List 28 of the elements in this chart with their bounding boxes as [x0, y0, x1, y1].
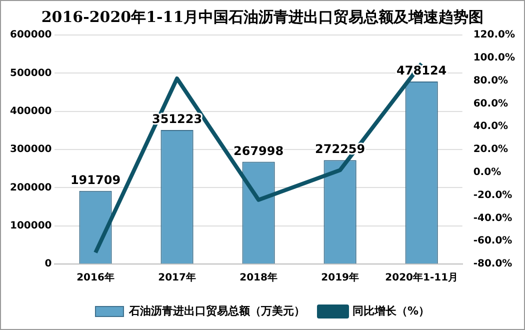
x-tick-label: 2017年 [158, 272, 196, 284]
y2-tick-label: 80.0% [473, 75, 508, 86]
y2-tick-label: 120.0% [473, 30, 516, 41]
data-label: 267998 [233, 144, 284, 158]
y2-tick-label: -60.0% [473, 236, 512, 247]
y2-tick-label: -40.0% [473, 212, 512, 224]
y2-tick-label: 60.0% [473, 98, 508, 110]
y2-tick-label: 100.0% [473, 52, 516, 64]
y2-tick-label: 20.0% [473, 144, 508, 156]
y-tick-label: 400000 [10, 106, 52, 117]
legend-label: 石油沥青进出口贸易总额（万美元） [128, 304, 305, 318]
y2-tick-label: 40.0% [473, 121, 508, 132]
y2-tick-label: -80.0% [473, 258, 512, 270]
y-tick-label: 600000 [10, 30, 52, 41]
data-label: 191709 [70, 172, 121, 187]
y-tick-label: 200000 [10, 182, 52, 194]
chart-title: 2016-2020年1-11月中国石油沥青进出口贸易总额及增速趋势图 [41, 8, 484, 26]
y2-tick-label: -20.0% [473, 190, 512, 201]
y-tick-label: 300000 [10, 144, 52, 156]
y2-tick-label: 0.0% [473, 166, 502, 178]
legend-label: 同比增长（%） [352, 304, 430, 318]
y-tick-label: 100000 [10, 220, 52, 232]
x-tick-label: 2020年1-11月 [385, 272, 458, 284]
y-tick-label: 0 [44, 258, 52, 270]
x-tick-label: 2019年 [321, 272, 359, 284]
x-tick-label: 2016年 [76, 272, 114, 284]
x-tick-label: 2018年 [240, 272, 278, 284]
y-tick-label: 500000 [10, 68, 52, 79]
